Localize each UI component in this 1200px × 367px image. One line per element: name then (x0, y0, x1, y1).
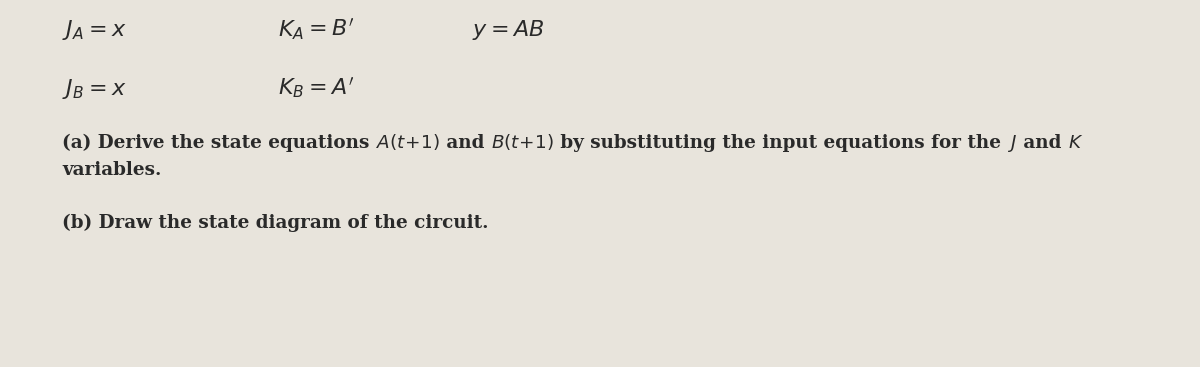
Text: $= B'$: $= B'$ (304, 19, 354, 41)
Text: $B(t\!+\!1)$: $B(t\!+\!1)$ (491, 131, 553, 152)
Text: by substituting the input equations for the: by substituting the input equations for … (553, 134, 1007, 152)
Text: variables.: variables. (62, 161, 162, 179)
Text: $K_A$: $K_A$ (277, 18, 304, 42)
Text: $y = AB$: $y = AB$ (473, 18, 545, 43)
Text: $= x$: $= x$ (84, 78, 127, 100)
Text: (b) Draw the state diagram of the circuit.: (b) Draw the state diagram of the circui… (62, 214, 490, 232)
Text: $J$: $J$ (1007, 132, 1016, 153)
Text: and: and (1016, 134, 1068, 152)
Text: $= x$: $= x$ (84, 19, 127, 41)
Text: $J_B$: $J_B$ (62, 77, 84, 101)
Text: and: and (440, 134, 491, 152)
Text: $K_B$: $K_B$ (277, 77, 304, 101)
Text: (a) Derive the state equations: (a) Derive the state equations (62, 133, 377, 152)
Text: $A(t\!+\!1)$: $A(t\!+\!1)$ (377, 131, 440, 152)
Text: $J_A$: $J_A$ (62, 18, 84, 43)
Text: $= A'$: $= A'$ (304, 78, 354, 100)
Text: $K$: $K$ (1068, 134, 1082, 152)
